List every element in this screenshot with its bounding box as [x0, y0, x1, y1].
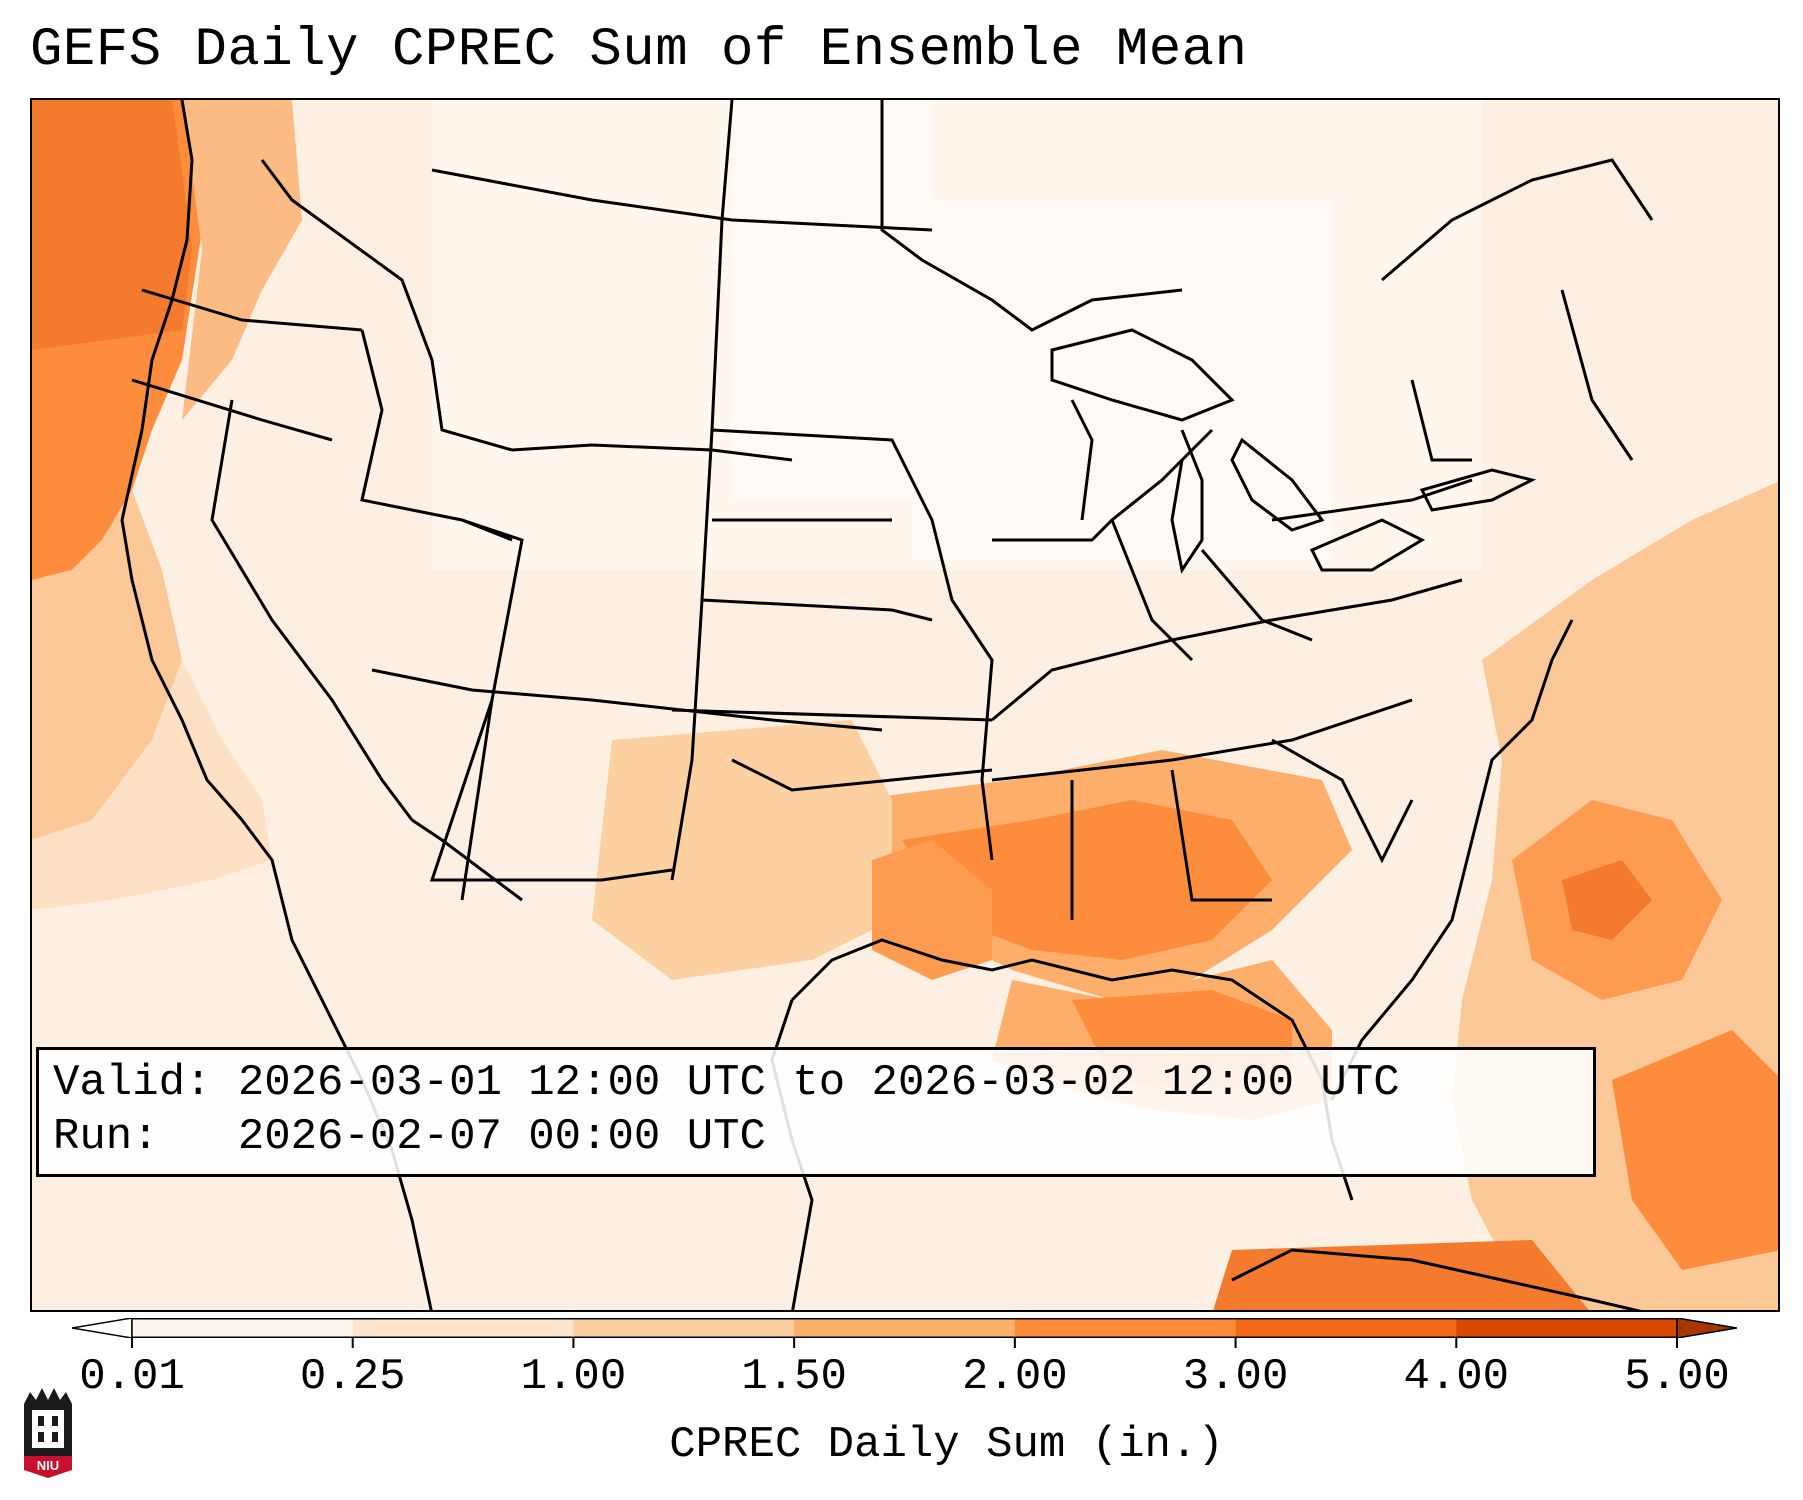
colorbar-ticks	[131, 1338, 1678, 1348]
run-time-text: Run: 2026-02-07 00:00 UTC	[53, 1112, 766, 1162]
colorbar-segment	[352, 1318, 574, 1338]
colorbar-segment	[132, 1318, 354, 1338]
colorbar	[72, 1318, 1737, 1338]
colorbar-under-triangle	[72, 1318, 133, 1338]
state-boundaries	[120, 100, 1654, 1310]
colorbar-tick-label: 5.00	[1624, 1352, 1730, 1402]
colorbar-segment	[1235, 1318, 1457, 1338]
niu-logo: NIU	[24, 1388, 72, 1478]
map-title: GEFS Daily CPREC Sum of Ensemble Mean	[30, 20, 1248, 81]
colorbar-segment	[1456, 1318, 1678, 1338]
colorbar-tick-label: 0.01	[79, 1352, 185, 1402]
svg-text:NIU: NIU	[37, 1458, 59, 1473]
colorbar-segment	[1014, 1318, 1237, 1338]
great-lakes	[1050, 328, 1537, 574]
colorbar-segment	[573, 1318, 795, 1338]
colorbar-segment	[794, 1318, 1016, 1338]
colorbar-tick-label: 1.00	[520, 1352, 627, 1402]
colorbar-outline	[131, 1318, 1678, 1338]
valid-run-info-box: Valid: 2026-03-01 12:00 UTC to 2026-03-0…	[36, 1047, 1596, 1177]
colorbar-label: CPREC Daily Sum (in.)	[669, 1420, 1224, 1470]
valid-time-text: Valid: 2026-03-01 12:00 UTC to 2026-03-0…	[53, 1058, 1400, 1108]
colorbar-tick-label: 1.50	[741, 1352, 847, 1402]
colorbar-over-triangle	[1676, 1318, 1737, 1338]
colorbar-tick-label: 4.00	[1403, 1352, 1510, 1402]
colorbar-tick-label: 2.00	[962, 1352, 1068, 1402]
colorbar-tick-label: 3.00	[1182, 1352, 1289, 1402]
colorbar-tick-label: 0.25	[299, 1352, 406, 1402]
